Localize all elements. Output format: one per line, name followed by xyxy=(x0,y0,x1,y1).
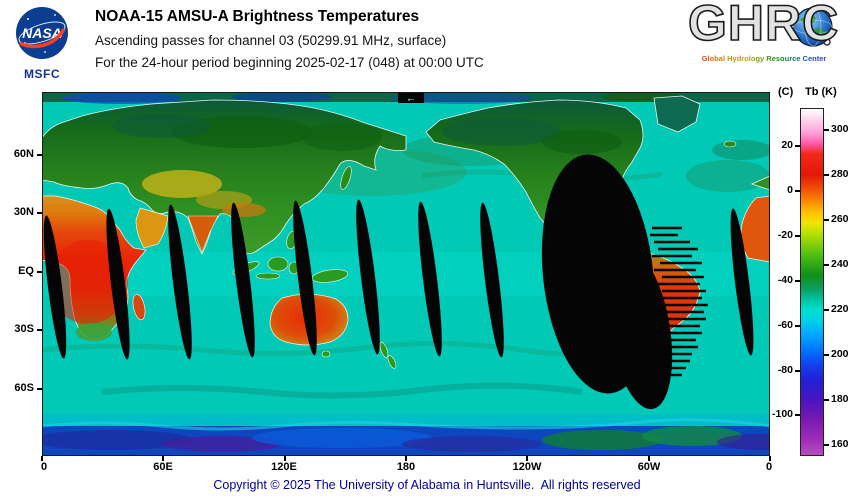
c-tick-label: 0 xyxy=(787,184,793,196)
colorbar: (C) Tb (K) 300 280 260 240 220 200 180 1… xyxy=(772,86,854,478)
k-tick-label: 300 xyxy=(831,123,849,135)
header-titles: NOAA-15 AMSU-A Brightness Temperatures A… xyxy=(95,8,484,70)
lon-label-60w: 60W xyxy=(637,461,661,473)
lon-label-0: 0 xyxy=(40,461,48,473)
arabia xyxy=(135,207,169,249)
map-frame xyxy=(42,92,770,456)
page-subtitle-period: For the 24-hour period beginning 2025-02… xyxy=(95,55,484,70)
k-tick xyxy=(824,264,829,266)
c-tick-label: -40 xyxy=(777,274,793,286)
k-tick xyxy=(824,219,829,221)
c-tick xyxy=(795,235,800,237)
ghrc-wordmark: GHRC xyxy=(687,0,840,52)
k-tick-label: 260 xyxy=(831,213,849,225)
c-tick-label: -80 xyxy=(777,364,793,376)
lat-tick xyxy=(37,329,42,331)
c-tick-label: -20 xyxy=(777,229,793,241)
nasa-wordmark: NASA xyxy=(22,25,62,41)
lon-tick xyxy=(284,456,286,461)
madagascar xyxy=(132,293,146,321)
colorbar-gradient xyxy=(800,108,824,456)
msfc-label: MSFC xyxy=(24,67,60,81)
arrow-annotation: ← xyxy=(406,94,416,105)
lon-label-60e: 60E xyxy=(153,461,173,473)
lon-tick xyxy=(648,456,650,461)
india xyxy=(187,215,219,253)
colorbar-kelvin-label: Tb (K) xyxy=(805,86,837,98)
iceland xyxy=(723,140,737,148)
swath-gaps xyxy=(43,154,754,410)
c-tick-label: -60 xyxy=(777,319,793,331)
lat-label-30s: 30S xyxy=(14,323,34,335)
colorbar-celsius-label: (C) xyxy=(778,86,794,98)
lon-label-120w: 120W xyxy=(512,461,542,473)
greenland xyxy=(653,95,701,133)
c-tick xyxy=(795,190,800,192)
lon-label-180: 180 xyxy=(396,461,416,473)
k-tick xyxy=(824,399,829,401)
lat-tick xyxy=(37,388,42,390)
c-tick-label: 20 xyxy=(781,139,793,151)
k-tick xyxy=(824,309,829,311)
k-tick-label: 220 xyxy=(831,303,849,315)
swath-stripes xyxy=(648,226,708,377)
c-tick xyxy=(795,325,800,327)
tasmania xyxy=(321,350,331,358)
k-tick-label: 240 xyxy=(831,258,849,270)
lon-tick xyxy=(526,456,528,461)
iberia-wrap xyxy=(750,175,770,191)
japan xyxy=(340,166,352,190)
nasa-insignia-icon: NASA xyxy=(16,7,68,59)
globe-icon xyxy=(793,7,833,47)
k-tick xyxy=(824,354,829,356)
lon-tick xyxy=(162,456,164,461)
lat-tick xyxy=(37,212,42,214)
page-subtitle-channel: Ascending passes for channel 03 (50299.9… xyxy=(95,33,447,48)
west-africa-wrap xyxy=(740,195,770,263)
k-tick-label: 180 xyxy=(831,393,849,405)
antarctic-band xyxy=(42,414,770,456)
c-tick xyxy=(795,145,800,147)
copyright-text: Copyright © 2025 The University of Alaba… xyxy=(213,478,641,492)
c-tick xyxy=(795,370,800,372)
new-zealand xyxy=(379,342,389,358)
lat-label-30n: 30N xyxy=(13,206,34,218)
k-tick xyxy=(824,444,829,446)
c-tick xyxy=(795,280,800,282)
lat-tick xyxy=(37,271,42,273)
lat-tick xyxy=(37,154,42,156)
lon-label-0b: 0 xyxy=(765,461,773,473)
k-tick-label: 200 xyxy=(831,348,849,360)
c-tick xyxy=(795,414,800,416)
page-title: NOAA-15 AMSU-A Brightness Temperatures xyxy=(95,8,420,25)
lon-tick xyxy=(405,456,407,461)
lat-label-eq: EQ xyxy=(18,265,34,277)
lon-label-120e: 120E xyxy=(271,461,297,473)
map-annotation: ← xyxy=(398,93,424,105)
ghrc-logo: GHRC Global Hydrology Resource Center xyxy=(687,0,848,82)
k-tick xyxy=(824,174,829,176)
lon-tick xyxy=(769,456,771,461)
lon-tick xyxy=(41,456,43,461)
k-tick-label: 160 xyxy=(831,438,849,450)
k-tick xyxy=(824,129,829,131)
lat-label-60s: 60S xyxy=(14,382,34,394)
c-tick-label: -100 xyxy=(772,408,794,420)
ghrc-tagline: Global Hydrology Resource Center xyxy=(688,54,840,63)
lat-label-60n: 60N xyxy=(13,148,34,160)
nasa-logo: NASA MSFC xyxy=(14,5,70,81)
k-tick-label: 280 xyxy=(831,168,849,180)
brightness-temperature-map: ← xyxy=(42,92,770,456)
